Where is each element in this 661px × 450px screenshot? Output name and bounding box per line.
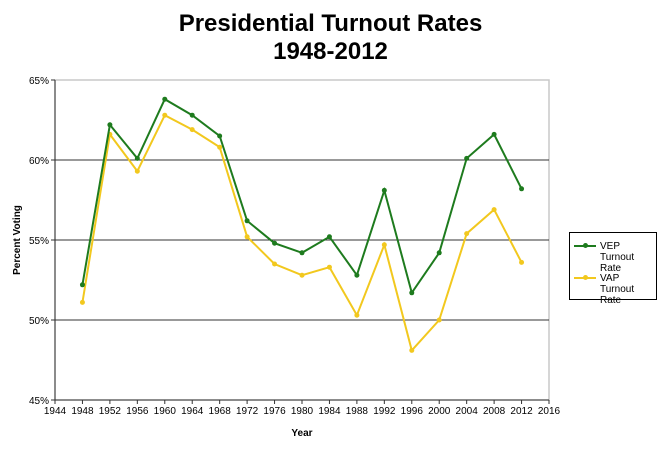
data-point: [464, 155, 470, 161]
y-tick-label: 50%: [29, 316, 49, 327]
x-tick-label: 1964: [181, 406, 204, 417]
y-tick-label: 60%: [29, 156, 49, 167]
legend-item-vep: VEP Turnout Rate: [574, 241, 654, 274]
chart-title: Presidential Turnout Rates: [178, 10, 483, 37]
x-tick-label: 1988: [346, 406, 369, 417]
data-point: [491, 207, 497, 213]
data-point: [381, 242, 387, 248]
data-point: [519, 186, 525, 192]
x-tick-label: 1972: [236, 406, 259, 417]
data-point: [409, 347, 415, 353]
x-tick-label: 1996: [401, 406, 424, 417]
x-tick-label: 1944: [44, 406, 67, 417]
data-point: [354, 312, 360, 318]
data-point: [272, 240, 278, 246]
y-tick-label: 45%: [29, 396, 49, 407]
x-tick-label: 2012: [510, 406, 533, 417]
data-point: [189, 127, 195, 133]
data-point: [354, 272, 360, 278]
y-tick-label: 65%: [29, 76, 49, 87]
data-point: [381, 187, 387, 193]
x-tick-label: 2008: [483, 406, 506, 417]
x-axis-label: Year: [291, 428, 312, 439]
data-point: [189, 112, 195, 118]
data-point: [299, 272, 305, 278]
legend-label-vap: VAP Turnout Rate: [600, 273, 635, 306]
data-point: [326, 234, 332, 240]
legend-item-vap: VAP Turnout Rate: [574, 273, 654, 306]
x-tick-label: 1984: [318, 406, 341, 417]
x-tick-label: 1976: [263, 406, 286, 417]
data-point: [134, 155, 140, 161]
y-axis-label: Percent Voting: [12, 205, 23, 275]
data-point: [217, 133, 223, 139]
x-tick-label: 2000: [428, 406, 451, 417]
x-tick-label: 1948: [71, 406, 94, 417]
data-point: [436, 317, 442, 323]
x-tick-label: 1980: [291, 406, 314, 417]
data-point: [244, 234, 250, 240]
x-tick-label: 1992: [373, 406, 396, 417]
x-tick-label: 1952: [99, 406, 122, 417]
y-tick-label: 55%: [29, 236, 49, 247]
chart-subtitle: 1948-2012: [273, 38, 388, 65]
data-point: [134, 168, 140, 174]
legend: VEP Turnout Rate VAP Turnout Rate: [569, 232, 657, 306]
x-tick-label: 1956: [126, 406, 149, 417]
data-point: [162, 112, 168, 118]
data-point: [79, 299, 85, 305]
data-point: [436, 250, 442, 256]
data-point: [79, 282, 85, 288]
data-point: [107, 122, 113, 128]
data-point: [299, 250, 305, 256]
data-point: [162, 96, 168, 102]
x-tick-label: 1968: [209, 406, 232, 417]
data-point: [519, 259, 525, 265]
data-point: [464, 231, 470, 237]
x-tick-label: 1960: [154, 406, 177, 417]
data-point: [272, 261, 278, 267]
legend-swatch-vap: [574, 273, 596, 281]
data-point: [217, 144, 223, 150]
x-tick-label: 2004: [456, 406, 479, 417]
data-point: [409, 290, 415, 296]
legend-label-vep: VEP Turnout Rate: [600, 241, 635, 274]
data-point: [491, 131, 497, 137]
x-tick-label: 2016: [538, 406, 561, 417]
data-point: [244, 218, 250, 224]
data-point: [326, 264, 332, 270]
legend-swatch-vep: [574, 241, 596, 249]
